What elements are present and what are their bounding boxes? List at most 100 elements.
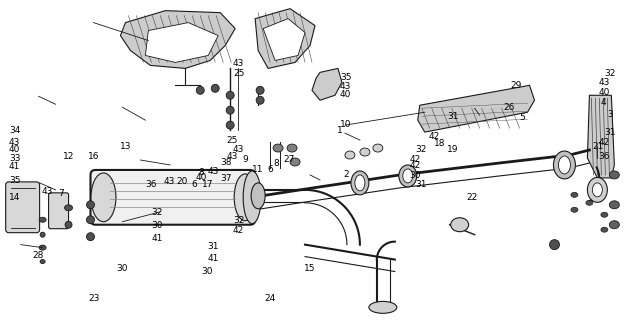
Text: 21: 21: [592, 142, 603, 151]
Text: 35: 35: [340, 73, 351, 82]
Circle shape: [86, 233, 95, 241]
Text: 9: 9: [242, 155, 248, 164]
Text: 42: 42: [233, 226, 244, 235]
Text: 31: 31: [447, 113, 459, 122]
Ellipse shape: [587, 177, 608, 202]
Text: 40: 40: [9, 145, 20, 154]
Text: 28: 28: [33, 251, 44, 260]
Text: 36: 36: [598, 152, 610, 161]
Text: 20: 20: [176, 177, 187, 186]
Text: 43: 43: [227, 152, 238, 161]
Text: 30: 30: [410, 171, 421, 180]
Text: 42: 42: [410, 161, 421, 170]
Text: 19: 19: [447, 145, 459, 154]
Polygon shape: [263, 19, 305, 60]
Text: 8: 8: [198, 168, 204, 177]
Polygon shape: [587, 95, 615, 178]
Text: 41: 41: [151, 234, 163, 243]
Text: 32: 32: [233, 216, 244, 225]
Text: 24: 24: [264, 294, 276, 303]
Text: 40: 40: [598, 88, 610, 97]
Polygon shape: [418, 85, 534, 132]
Text: 18: 18: [434, 139, 446, 148]
Ellipse shape: [243, 171, 261, 224]
Text: 43: 43: [163, 177, 175, 186]
Text: 41: 41: [9, 162, 20, 171]
Text: 2: 2: [343, 170, 348, 179]
Ellipse shape: [399, 165, 417, 187]
Ellipse shape: [571, 192, 578, 197]
Text: 3: 3: [607, 110, 613, 119]
Polygon shape: [145, 23, 218, 62]
Circle shape: [86, 201, 95, 209]
Text: 22: 22: [466, 193, 477, 202]
Text: 43: 43: [233, 59, 244, 68]
Ellipse shape: [40, 260, 45, 264]
Ellipse shape: [273, 144, 283, 152]
Polygon shape: [121, 11, 235, 68]
Text: 25: 25: [227, 136, 238, 145]
Circle shape: [226, 106, 234, 114]
Text: 40: 40: [195, 173, 206, 182]
Ellipse shape: [403, 169, 413, 183]
Ellipse shape: [64, 205, 73, 211]
Ellipse shape: [451, 218, 469, 232]
Ellipse shape: [373, 144, 383, 152]
Text: 17: 17: [201, 180, 213, 189]
Text: 36: 36: [144, 180, 156, 189]
Ellipse shape: [610, 221, 620, 229]
Ellipse shape: [355, 175, 365, 191]
Text: 23: 23: [88, 294, 100, 303]
Text: 8: 8: [274, 159, 280, 168]
Text: 41: 41: [208, 254, 219, 263]
Ellipse shape: [351, 171, 369, 195]
Text: 43: 43: [598, 78, 610, 87]
Text: 42: 42: [410, 155, 421, 164]
Circle shape: [550, 240, 560, 250]
Text: 27: 27: [283, 156, 295, 164]
Text: 26: 26: [504, 103, 515, 112]
Text: 37: 37: [220, 174, 232, 183]
Ellipse shape: [369, 301, 397, 313]
Text: 11: 11: [252, 165, 263, 174]
Text: 42: 42: [598, 138, 610, 147]
Ellipse shape: [586, 200, 593, 205]
Text: 31: 31: [604, 128, 616, 137]
Text: 35: 35: [9, 176, 20, 185]
Text: 14: 14: [9, 193, 20, 202]
Text: 31: 31: [416, 180, 427, 189]
Text: 43: 43: [42, 188, 53, 196]
FancyBboxPatch shape: [6, 182, 40, 233]
Ellipse shape: [571, 207, 578, 212]
Ellipse shape: [360, 148, 370, 156]
Text: 13: 13: [120, 142, 131, 151]
Text: 33: 33: [9, 154, 20, 163]
Text: 29: 29: [510, 81, 521, 90]
Circle shape: [196, 86, 204, 94]
Ellipse shape: [40, 232, 45, 237]
Circle shape: [211, 84, 219, 92]
Ellipse shape: [287, 144, 297, 152]
Polygon shape: [312, 68, 342, 100]
Circle shape: [256, 86, 264, 94]
Ellipse shape: [39, 217, 46, 222]
Text: 34: 34: [9, 126, 20, 135]
Text: 32: 32: [416, 145, 427, 154]
Ellipse shape: [91, 173, 116, 222]
Text: 1: 1: [336, 126, 342, 135]
Text: 16: 16: [88, 152, 100, 161]
Text: 43: 43: [233, 145, 244, 154]
Ellipse shape: [601, 227, 608, 232]
FancyBboxPatch shape: [90, 170, 255, 225]
Polygon shape: [255, 9, 315, 68]
Text: 42: 42: [428, 132, 440, 140]
Text: 31: 31: [208, 242, 219, 251]
Text: 30: 30: [201, 267, 213, 276]
Text: 40: 40: [340, 90, 351, 99]
Text: 4: 4: [601, 98, 606, 107]
Ellipse shape: [39, 245, 46, 250]
Ellipse shape: [234, 174, 256, 221]
Text: 38: 38: [220, 158, 232, 167]
Circle shape: [86, 216, 95, 224]
Ellipse shape: [558, 156, 570, 174]
